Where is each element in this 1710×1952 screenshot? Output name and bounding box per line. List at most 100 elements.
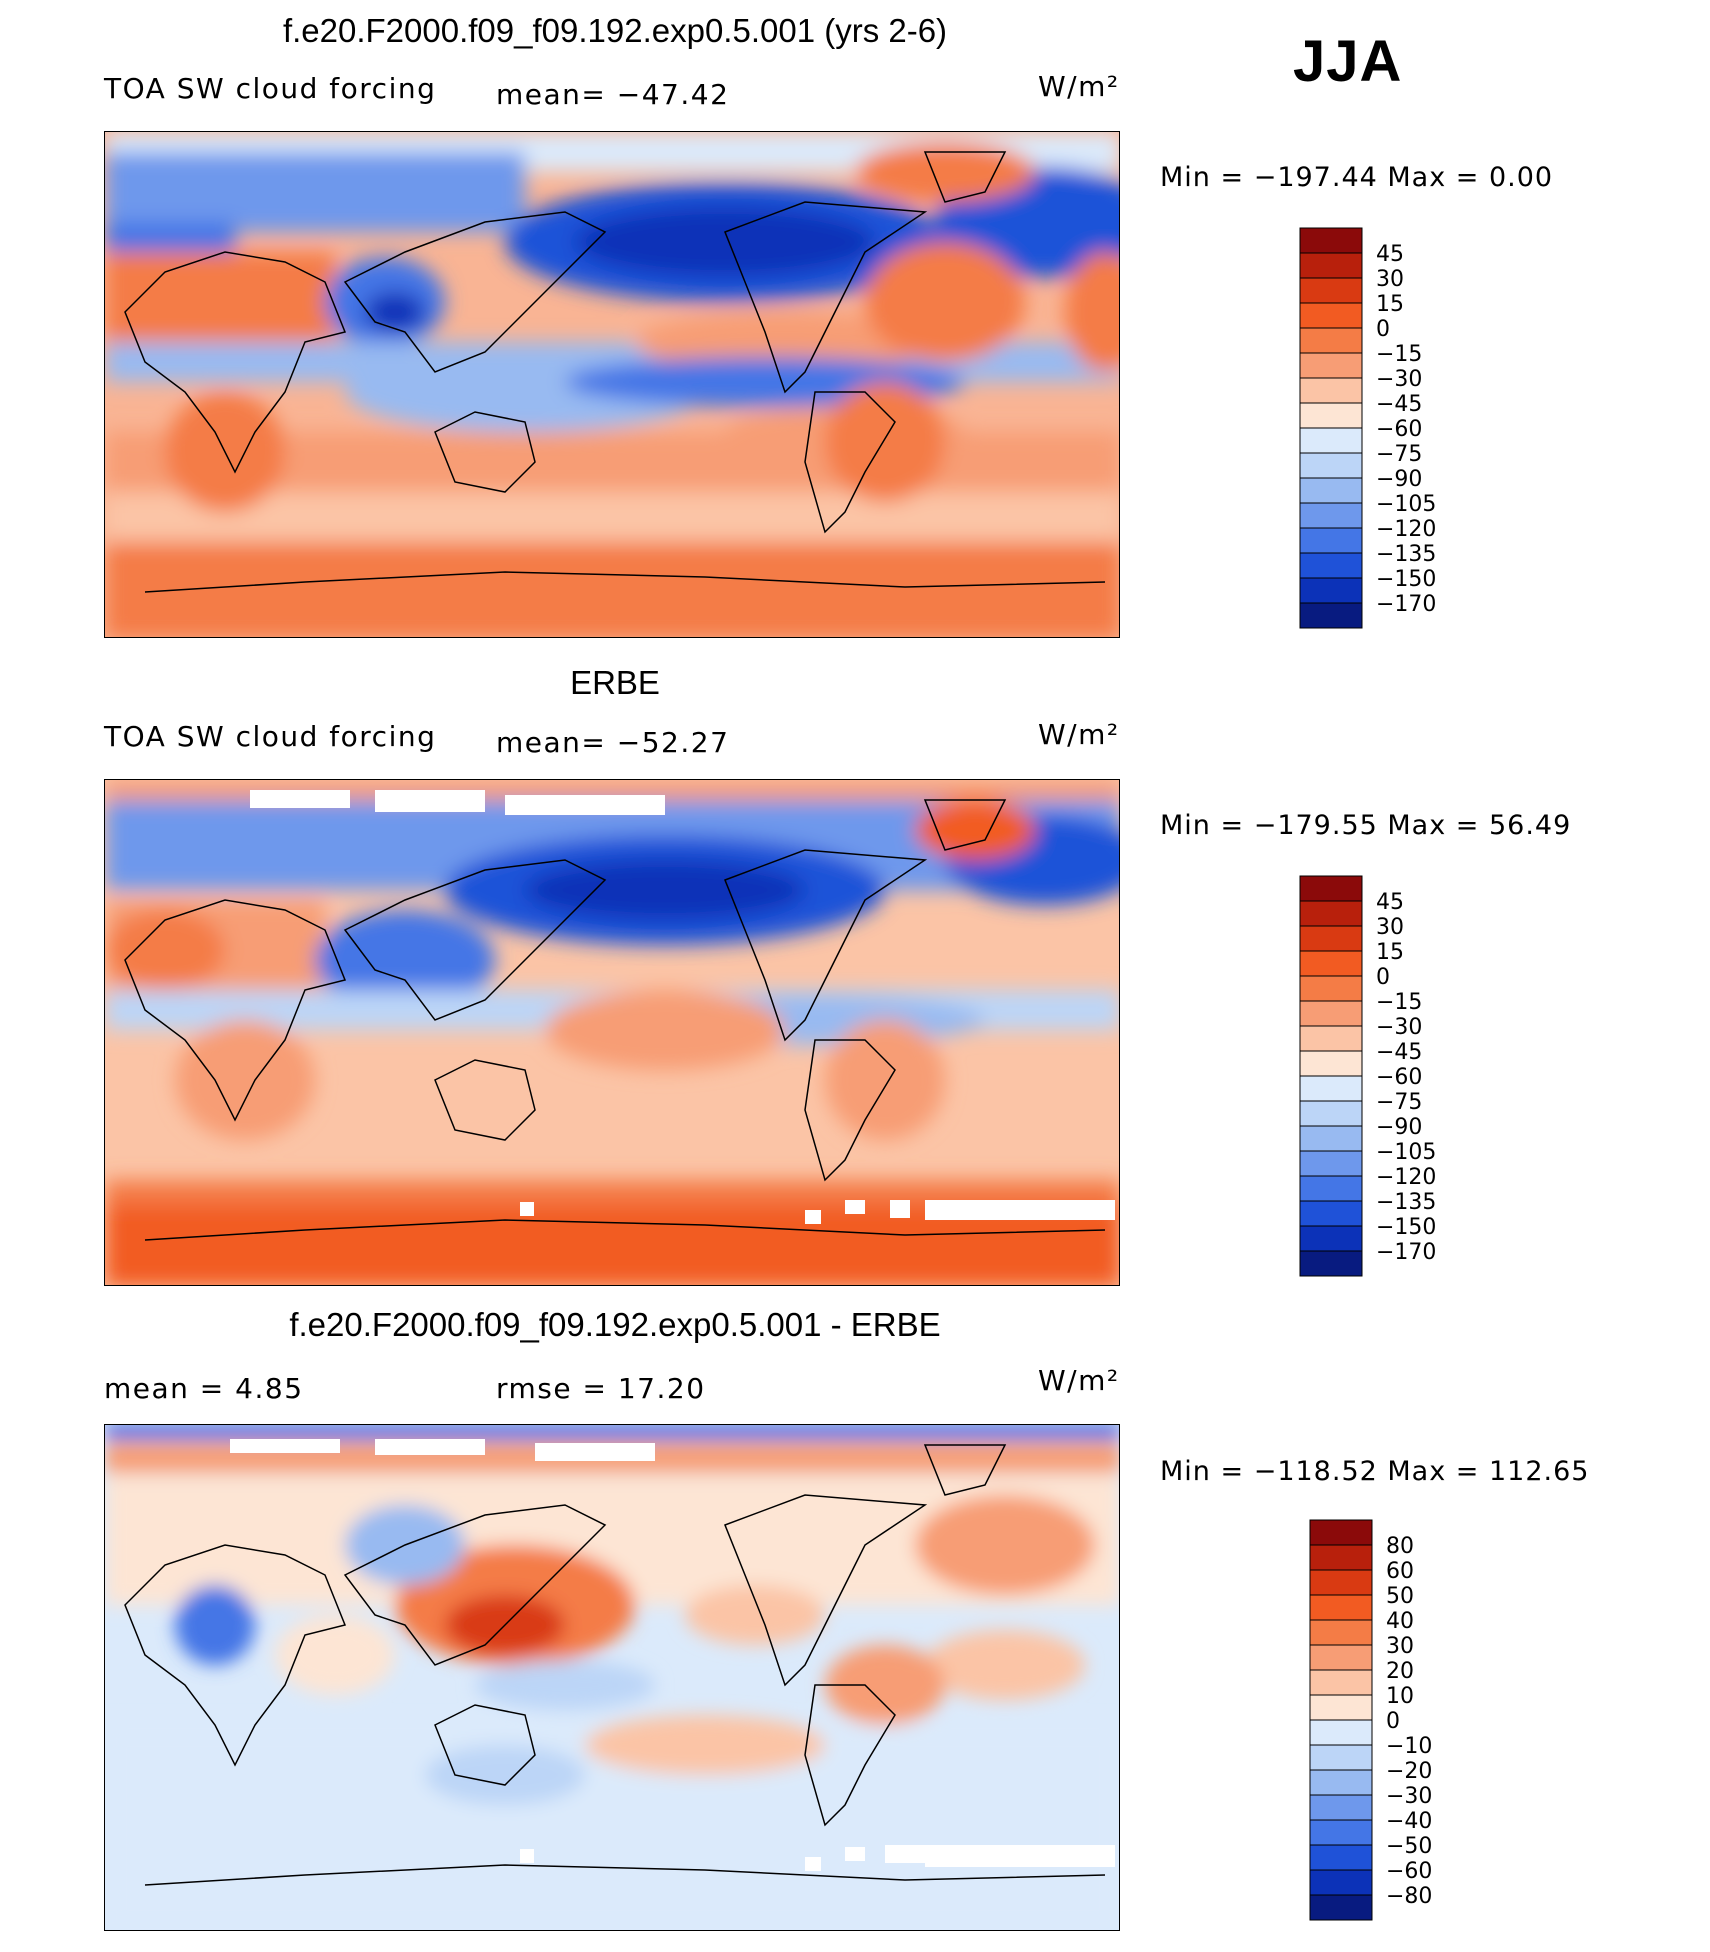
colorbar-level-label: −30 [1386,1784,1432,1809]
colorbar-level-label: −50 [1386,1834,1432,1859]
colorbar-swatch [1299,252,1363,279]
colorbar-level-label: −170 [1376,592,1436,617]
colorbar-level-label: 20 [1386,1659,1414,1684]
season-label: JJA [1293,29,1403,94]
panel1-map-svg [105,132,1119,637]
colorbar-level-label: −10 [1386,1734,1432,1759]
colorbar-swatch [1299,1250,1363,1277]
colorbar-swatch [1299,1025,1363,1052]
colorbar-swatch [1299,1075,1363,1102]
colorbar-level-label: 45 [1376,242,1404,267]
panel2-minmax: Min = −179.55 Max = 56.49 [1160,810,1572,841]
colorbar-swatch [1299,302,1363,329]
colorbar-level-label: −120 [1376,1165,1436,1190]
panel1-title: f.e20.F2000.f09_f09.192.exp0.5.001 (yrs … [282,12,948,49]
panel2-variable-label: TOA SW cloud forcing [104,720,437,753]
colorbar-level-label: 30 [1376,915,1404,940]
panel1-coastlines [124,151,1106,593]
panel3-map-svg [105,1425,1119,1930]
colorbar-swatch [1309,1744,1373,1771]
colorbar-swatch [1309,1869,1373,1896]
colorbar-level-label: 45 [1376,890,1404,915]
panel1-variable-label: TOA SW cloud forcing [104,72,437,105]
colorbar-swatch [1309,1844,1373,1871]
colorbar-swatch [1309,1619,1373,1646]
colorbar-swatch [1299,352,1363,379]
panel1-mean-label: mean= −47.42 [496,78,730,111]
colorbar-level-label: 30 [1386,1634,1414,1659]
panel2-map [104,779,1120,1286]
colorbar-swatch [1299,452,1363,479]
colorbar-level-label: 0 [1376,965,1390,990]
panel1-colorbar: 45 30 15 0 −15 −30 −45 −60 −75 −90 −105 −120 −135 −15… [1299,227,1440,635]
colorbar-swatch [1309,1644,1373,1671]
colorbar-level-label: −60 [1386,1859,1432,1884]
colorbar-swatch [1299,1000,1363,1027]
colorbar-swatch [1299,1100,1363,1127]
colorbar-swatch [1299,900,1363,927]
colorbar-swatch [1299,402,1363,429]
colorbar-swatch [1299,277,1363,304]
colorbar-swatch [1309,1569,1373,1596]
colorbar-swatch [1309,1894,1373,1921]
colorbar-swatch [1299,1200,1363,1227]
colorbar-level-label: −45 [1376,392,1422,417]
colorbar-level-label: −15 [1376,990,1422,1015]
panel3-title: f.e20.F2000.f09_f09.192.exp0.5.001 - ERB… [289,1306,941,1343]
colorbar-level-label: −135 [1376,542,1436,567]
colorbar-level-label: 60 [1386,1559,1414,1584]
colorbar-swatch [1299,502,1363,529]
panel1-colorbar-svg: 4530150−15−30−45−60−75−90−105−120−135−15… [1299,227,1436,629]
colorbar-swatch [1299,925,1363,952]
colorbar-swatch [1299,1125,1363,1152]
colorbar-level-label: −75 [1376,442,1422,467]
panel3-units: W/m² [1038,1364,1120,1397]
colorbar-level-label: 15 [1376,940,1404,965]
panel1-map [104,131,1120,638]
colorbar-swatch [1299,975,1363,1002]
panel2-missing-data [250,790,1115,1224]
colorbar-swatch [1299,602,1363,629]
colorbar-level-label: −20 [1386,1759,1432,1784]
panel3-missing-data [230,1439,1115,1871]
panel2-colorbar: 45 30 15 0 −15 −30 −45 −60 −75 −90 −105 −120 −135 −15… [1299,875,1440,1283]
colorbar-level-label: 10 [1386,1684,1414,1709]
colorbar-level-label: −105 [1376,1140,1436,1165]
panel2-title: ERBE [570,664,660,701]
colorbar-level-label: −135 [1376,1190,1436,1215]
panel3-mean-label: mean = 4.85 [104,1372,304,1405]
colorbar-swatch [1299,427,1363,454]
panel3-minmax: Min = −118.52 Max = 112.65 [1160,1456,1590,1487]
colorbar-swatch [1299,227,1363,254]
colorbar-swatch [1309,1669,1373,1696]
colorbar-swatch [1299,875,1363,902]
colorbar-level-label: 40 [1386,1609,1414,1634]
panel3-coastlines [124,1444,1106,1886]
colorbar-swatch [1299,377,1363,404]
colorbar-level-label: −15 [1376,342,1422,367]
panel2-coastlines [124,799,1106,1241]
colorbar-level-label: −60 [1376,1065,1422,1090]
colorbar-swatch [1309,1594,1373,1621]
colorbar-level-label: −45 [1376,1040,1422,1065]
colorbar-level-label: 0 [1386,1709,1400,1734]
panel2-units: W/m² [1038,718,1120,751]
panel1-units: W/m² [1038,70,1120,103]
panel3-map [104,1424,1120,1931]
panel3-rmse-label: rmse = 17.20 [496,1372,706,1405]
colorbar-level-label: −170 [1376,1240,1436,1265]
colorbar-swatch [1299,527,1363,554]
colorbar-swatch [1299,327,1363,354]
panel2-colorbar-svg: 4530150−15−30−45−60−75−90−105−120−135−15… [1299,875,1436,1277]
colorbar-level-label: 50 [1386,1584,1414,1609]
colorbar-level-label: −120 [1376,517,1436,542]
panel2-mean-label: mean= −52.27 [496,726,730,759]
colorbar-level-label: −40 [1386,1809,1432,1834]
colorbar-level-label: −90 [1376,1115,1422,1140]
panel2-map-svg [105,780,1119,1285]
colorbar-level-label: −30 [1376,367,1422,392]
colorbar-swatch [1309,1769,1373,1796]
colorbar-swatch [1309,1694,1373,1721]
colorbar-swatch [1309,1544,1373,1571]
